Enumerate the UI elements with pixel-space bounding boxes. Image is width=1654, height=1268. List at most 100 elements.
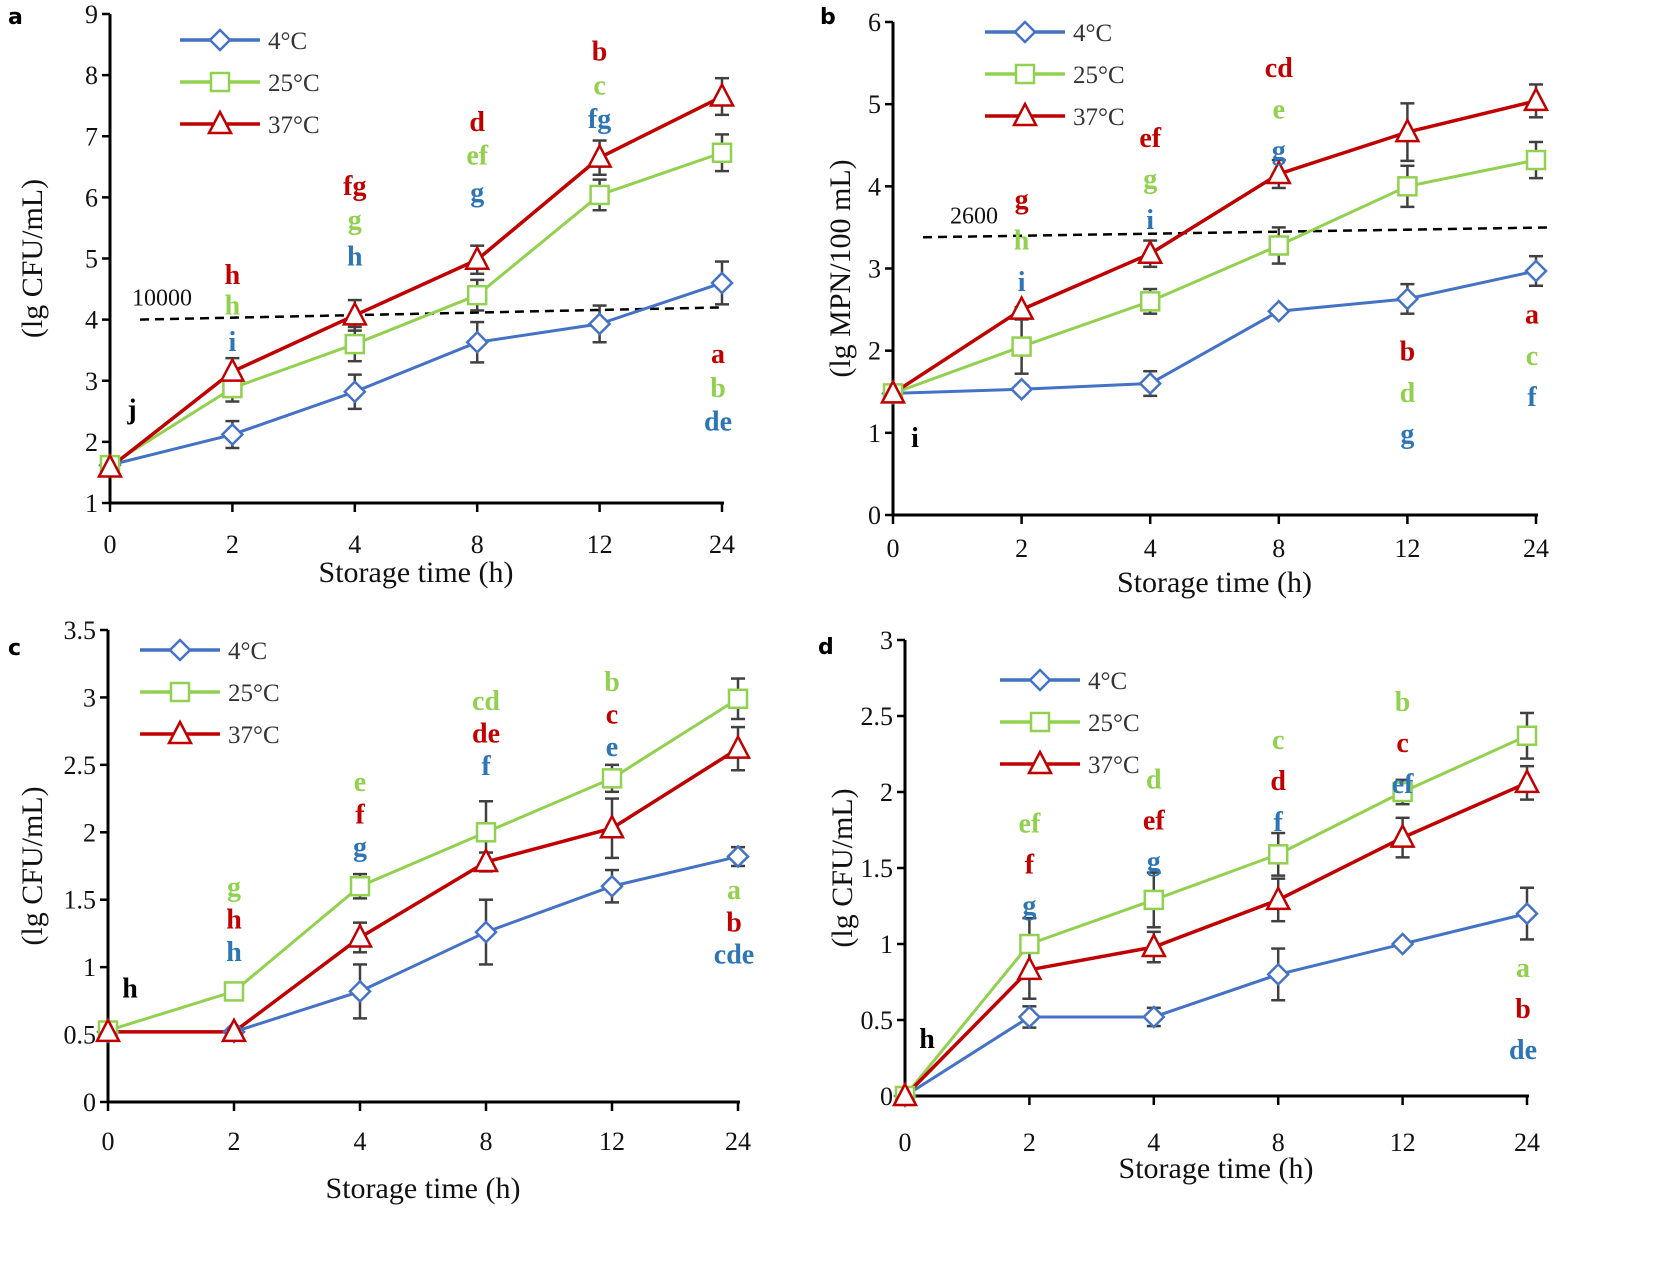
data-point-4C <box>587 312 612 336</box>
significance-letter: f <box>481 751 491 782</box>
significance-letter: d <box>1270 766 1286 797</box>
y-tick-label: 2.5 <box>64 751 97 780</box>
data-point-37C <box>1008 294 1035 320</box>
data-point-4C <box>600 874 624 898</box>
data-point-37C <box>891 1081 919 1107</box>
significance-letter: h <box>226 905 242 936</box>
significance-letter: h <box>225 260 241 291</box>
data-point-25C <box>223 981 245 1002</box>
x-tick-label: 2 <box>228 1127 241 1156</box>
x-tick-label: 0 <box>887 534 900 563</box>
significance-letter: b <box>592 37 608 68</box>
data-point-37C <box>1140 932 1167 958</box>
data-point-25C <box>349 875 371 897</box>
legend-marker-37C <box>1011 101 1039 127</box>
significance-letter: cde <box>714 940 754 971</box>
data-point-25C <box>1139 291 1161 312</box>
y-tick-label: 7 <box>85 122 98 151</box>
data-point-37C <box>220 1017 248 1043</box>
significance-letter: cd <box>1265 53 1293 84</box>
x-tick-label: 12 <box>1394 534 1420 563</box>
data-point-4C <box>343 379 367 404</box>
data-point-25C <box>1392 781 1413 803</box>
data-point-4C <box>1142 1005 1166 1029</box>
x-tick-label: 8 <box>1272 1128 1285 1157</box>
data-point-25C <box>344 333 366 355</box>
y-tick-label: 0 <box>880 1082 893 1111</box>
data-point-37C <box>598 813 626 839</box>
data-point-25C <box>1397 176 1418 197</box>
significance-letter: e <box>354 767 366 798</box>
significance-letter: de <box>472 718 500 749</box>
significance-letter: i <box>1146 205 1154 236</box>
significance-letter: g <box>1147 846 1161 877</box>
significance-letter: h <box>122 973 138 1004</box>
x-tick-label: 12 <box>587 530 613 559</box>
data-point-37C <box>96 452 124 478</box>
threshold-label: 10000 <box>132 286 192 312</box>
data-point-4C <box>348 979 372 1004</box>
x-tick-label: 4 <box>1144 534 1157 563</box>
data-point-37C <box>724 733 752 759</box>
x-tick-label: 24 <box>1523 534 1549 563</box>
x-tick-label: 12 <box>599 1127 625 1156</box>
significance-letter: c <box>1526 341 1538 372</box>
data-point-4C <box>465 330 489 355</box>
y-tick-label: 0.5 <box>861 1006 894 1035</box>
y-tick-label: 1 <box>85 489 98 518</box>
y-tick-label: 2 <box>85 428 98 457</box>
x-axis-title: Storage time (h) <box>1119 1152 1314 1185</box>
data-point-25C <box>466 284 488 306</box>
data-point-4C <box>474 920 498 944</box>
data-point-37C <box>586 142 613 168</box>
significance-letter: ef <box>1143 805 1165 836</box>
significance-letter: b <box>710 373 726 404</box>
significance-letter: i <box>229 327 237 358</box>
data-point-37C <box>219 356 246 382</box>
significance-letter: d <box>1400 378 1416 409</box>
significance-letter: ef <box>1019 808 1041 839</box>
data-point-37C <box>1265 885 1292 911</box>
legend-label: 4°C <box>1088 668 1127 695</box>
significance-letter: g <box>348 205 362 236</box>
panel-letter: d <box>818 635 834 660</box>
significance-letter: g <box>353 832 367 863</box>
significance-letter: g <box>1022 890 1036 921</box>
y-tick-label: 1 <box>83 953 96 982</box>
series-line-37C <box>108 747 739 1034</box>
data-point-37C <box>1522 86 1550 112</box>
significance-letter: g <box>1143 164 1157 195</box>
legend-label: 4°C <box>228 638 267 665</box>
significance-letter: ef <box>466 141 488 172</box>
y-tick-label: 5 <box>85 245 98 274</box>
legend-label: 37°C <box>1073 104 1125 131</box>
data-point-25C <box>1268 235 1290 256</box>
significance-letter: e <box>1273 94 1285 125</box>
legend-marker-25C <box>209 71 231 93</box>
legend-label: 37°C <box>1088 752 1140 779</box>
legend-label: 4°C <box>268 28 307 55</box>
legend-marker-37C <box>1026 749 1054 775</box>
data-point-4C <box>1266 962 1290 987</box>
data-point-37C <box>1016 955 1043 981</box>
y-tick-label: 4 <box>868 172 881 201</box>
significance-letter: h <box>1014 226 1030 257</box>
significance-letter: c <box>593 70 605 101</box>
y-tick-label: 3 <box>85 367 98 396</box>
data-point-25C <box>601 768 623 789</box>
y-tick-label: 2.5 <box>861 702 894 731</box>
y-tick-label: 6 <box>868 8 881 37</box>
y-tick-label: 2 <box>868 337 881 366</box>
data-point-4C <box>1138 371 1162 396</box>
y-tick-label: 8 <box>85 61 98 90</box>
legend-label: 37°C <box>268 112 320 139</box>
data-point-37C <box>1389 822 1416 848</box>
significance-letter: de <box>704 406 732 437</box>
y-tick-label: 3 <box>83 683 96 712</box>
y-tick-label: 6 <box>85 183 98 212</box>
legend-marker-4C <box>208 28 232 52</box>
significance-letter: fg <box>343 171 366 202</box>
y-tick-label: 1.5 <box>64 886 97 915</box>
significance-letter: j <box>126 394 136 425</box>
